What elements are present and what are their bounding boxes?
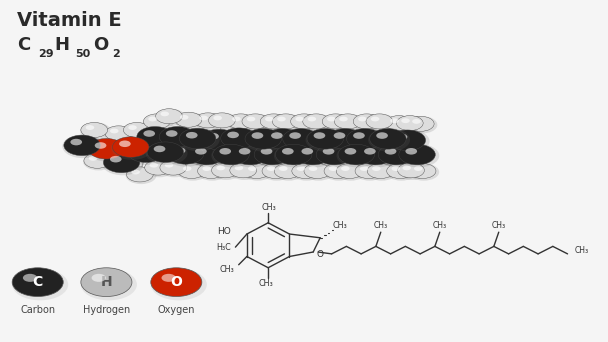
Circle shape <box>151 268 202 297</box>
Circle shape <box>199 116 208 120</box>
Circle shape <box>355 163 382 179</box>
Circle shape <box>80 122 111 140</box>
Circle shape <box>128 142 164 162</box>
Circle shape <box>144 160 174 177</box>
Circle shape <box>186 132 198 139</box>
Circle shape <box>341 166 350 171</box>
Circle shape <box>322 114 352 131</box>
Circle shape <box>390 118 399 123</box>
Circle shape <box>119 141 131 147</box>
Circle shape <box>353 114 380 129</box>
Circle shape <box>81 122 108 137</box>
Circle shape <box>385 148 396 155</box>
Circle shape <box>253 144 294 168</box>
Circle shape <box>178 163 205 179</box>
Circle shape <box>180 115 188 120</box>
Circle shape <box>227 132 239 138</box>
Circle shape <box>378 144 415 165</box>
Circle shape <box>174 112 205 129</box>
Circle shape <box>202 166 211 171</box>
Circle shape <box>126 167 153 182</box>
Circle shape <box>146 142 187 165</box>
Circle shape <box>360 166 368 171</box>
Circle shape <box>339 117 348 121</box>
Circle shape <box>334 114 364 131</box>
Circle shape <box>327 129 364 149</box>
Circle shape <box>407 116 434 131</box>
Circle shape <box>227 114 257 131</box>
Circle shape <box>23 274 37 282</box>
Circle shape <box>211 163 241 180</box>
Circle shape <box>201 129 237 150</box>
Circle shape <box>230 144 272 168</box>
Circle shape <box>402 166 411 170</box>
Circle shape <box>147 142 184 162</box>
Circle shape <box>292 163 319 179</box>
Circle shape <box>143 130 155 137</box>
Circle shape <box>167 144 204 164</box>
Circle shape <box>165 163 173 168</box>
Circle shape <box>262 163 289 179</box>
Circle shape <box>165 143 207 167</box>
Circle shape <box>309 166 317 171</box>
Circle shape <box>143 114 170 129</box>
Circle shape <box>293 144 336 168</box>
Text: 2: 2 <box>112 49 120 59</box>
Circle shape <box>245 129 282 149</box>
Circle shape <box>386 163 416 181</box>
Circle shape <box>265 117 274 121</box>
Circle shape <box>198 163 224 179</box>
Circle shape <box>353 132 365 139</box>
Circle shape <box>103 152 140 173</box>
Text: Oxygen: Oxygen <box>157 305 195 315</box>
Text: CH₃: CH₃ <box>575 246 589 255</box>
Circle shape <box>303 163 334 181</box>
Text: 29: 29 <box>38 49 54 59</box>
Circle shape <box>160 160 187 175</box>
Circle shape <box>143 114 173 131</box>
Circle shape <box>159 160 190 177</box>
Circle shape <box>376 132 388 139</box>
Text: CH₃: CH₃ <box>333 221 347 229</box>
Circle shape <box>274 144 316 168</box>
Circle shape <box>199 129 241 153</box>
Circle shape <box>229 163 260 180</box>
Circle shape <box>178 128 220 151</box>
Text: Carbon: Carbon <box>20 305 55 315</box>
Circle shape <box>232 144 269 165</box>
Circle shape <box>302 114 333 131</box>
Circle shape <box>283 129 319 149</box>
Text: HO: HO <box>218 226 231 236</box>
Circle shape <box>232 117 241 121</box>
Circle shape <box>134 146 146 152</box>
Circle shape <box>242 114 269 129</box>
Circle shape <box>264 129 301 149</box>
Circle shape <box>243 128 286 152</box>
Circle shape <box>188 144 225 165</box>
Circle shape <box>230 163 257 178</box>
Circle shape <box>81 269 137 300</box>
Circle shape <box>409 163 436 179</box>
Text: H₃C: H₃C <box>216 242 231 252</box>
Circle shape <box>81 268 132 297</box>
Circle shape <box>135 126 178 150</box>
Circle shape <box>88 139 125 159</box>
Circle shape <box>123 122 150 137</box>
Circle shape <box>159 127 196 147</box>
Circle shape <box>12 269 68 300</box>
Circle shape <box>387 163 413 179</box>
Circle shape <box>195 113 221 128</box>
Text: Hydrogen: Hydrogen <box>83 305 130 315</box>
Circle shape <box>126 142 168 165</box>
Circle shape <box>304 163 331 179</box>
Circle shape <box>161 111 169 116</box>
Circle shape <box>329 166 337 171</box>
Circle shape <box>247 117 255 121</box>
Circle shape <box>336 163 366 181</box>
Circle shape <box>396 116 426 133</box>
Circle shape <box>396 116 423 131</box>
Circle shape <box>227 114 254 129</box>
Circle shape <box>110 156 122 162</box>
Circle shape <box>385 116 412 131</box>
